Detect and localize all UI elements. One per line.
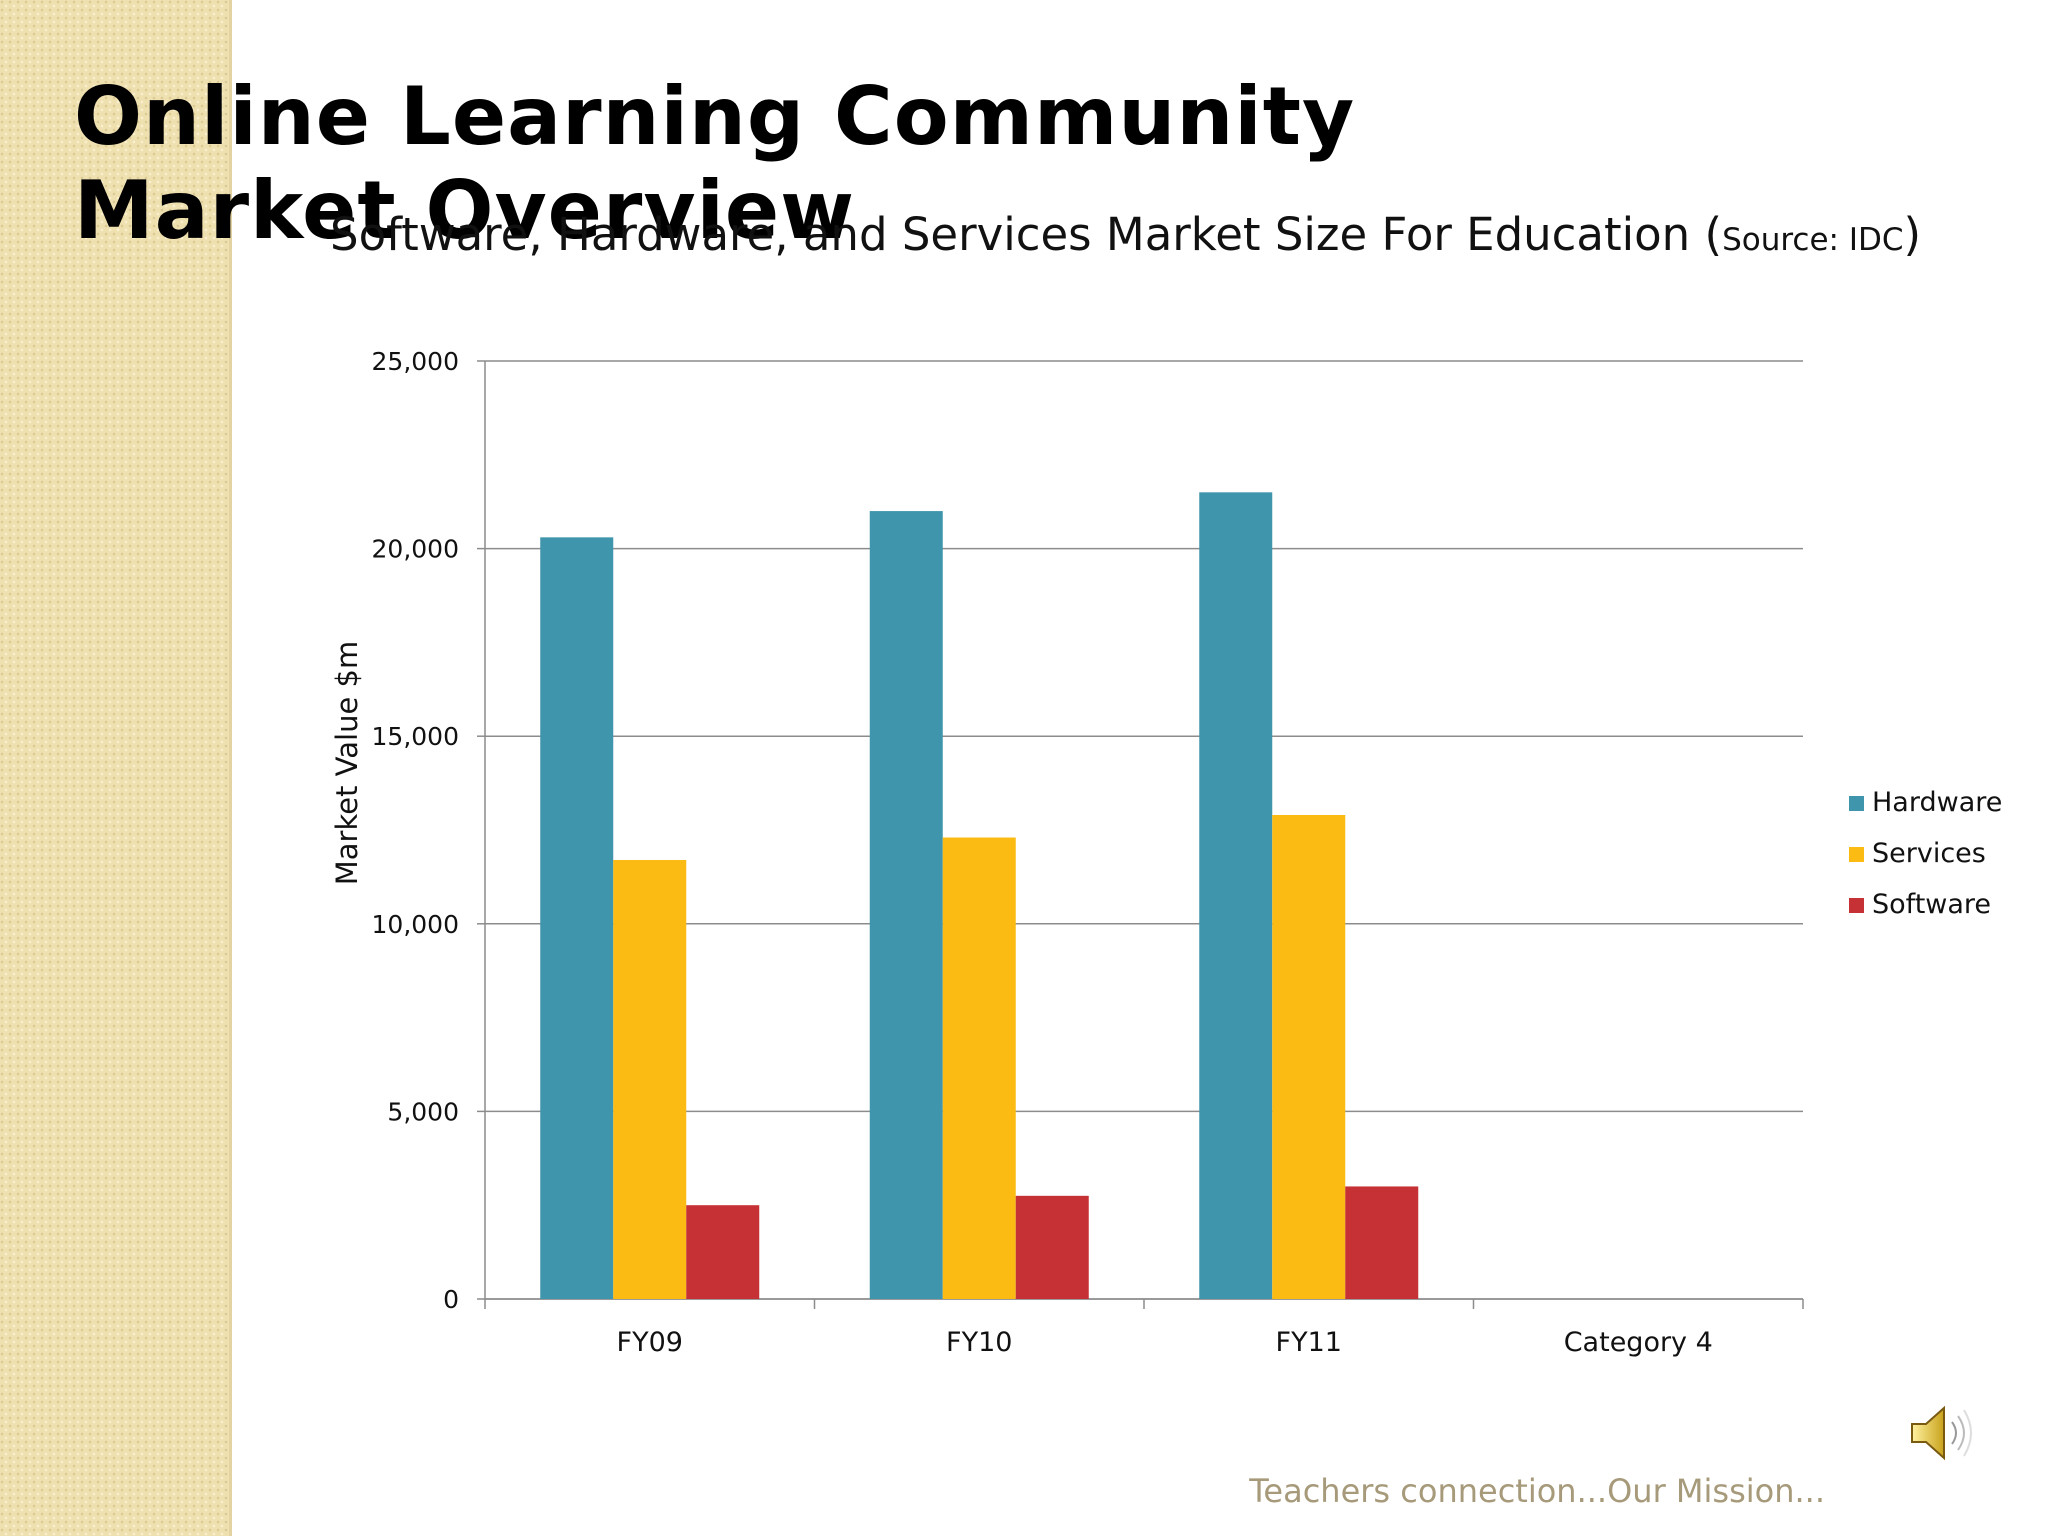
- x-category-label: FY10: [946, 1327, 1012, 1358]
- chart-title-source: Source: IDC: [1722, 222, 1904, 258]
- y-tick-label: 25,000: [372, 347, 459, 376]
- footer-text: Teachers connection...Our Mission...: [1249, 1472, 1825, 1510]
- bar-software-fy09: [686, 1205, 760, 1299]
- y-tick-label: 10,000: [372, 910, 459, 939]
- y-tick-label: 15,000: [372, 722, 459, 751]
- bar-services-fy11: [1272, 814, 1346, 1299]
- y-axis-label: Market Value $m: [330, 641, 364, 885]
- legend-label-software: Software: [1872, 889, 1991, 920]
- bar-hardware-fy09: [540, 537, 614, 1299]
- x-category-label: FY11: [1276, 1327, 1342, 1358]
- bar-hardware-fy10: [869, 511, 943, 1300]
- y-tick-label: 0: [443, 1285, 459, 1314]
- legend-swatch-services: [1849, 847, 1864, 862]
- chart-title-close: ): [1903, 208, 1922, 261]
- bar-software-fy11: [1345, 1186, 1419, 1299]
- legend-label-hardware: Hardware: [1872, 787, 2002, 818]
- bar-software-fy10: [1015, 1195, 1089, 1299]
- legend-label-services: Services: [1872, 838, 1986, 869]
- slide-title: Online Learning Community Market Overvie…: [74, 70, 1356, 257]
- y-tick-label: 5,000: [387, 1097, 459, 1126]
- bar-services-fy10: [942, 837, 1016, 1299]
- bar-services-fy09: [613, 860, 687, 1299]
- legend-swatch-software: [1849, 898, 1864, 913]
- speaker-icon[interactable]: [1908, 1400, 1978, 1466]
- y-tick-label: 20,000: [372, 535, 459, 564]
- decorative-side-band: [0, 0, 232, 1536]
- chart-title-main: Software, Hardware, and Services Market …: [330, 208, 1723, 261]
- legend-swatch-hardware: [1849, 796, 1864, 811]
- chart-title: Software, Hardware, and Services Market …: [330, 208, 1921, 261]
- bar-hardware-fy11: [1199, 492, 1273, 1299]
- x-category-label: FY09: [617, 1327, 683, 1358]
- x-category-label: Category 4: [1564, 1327, 1713, 1358]
